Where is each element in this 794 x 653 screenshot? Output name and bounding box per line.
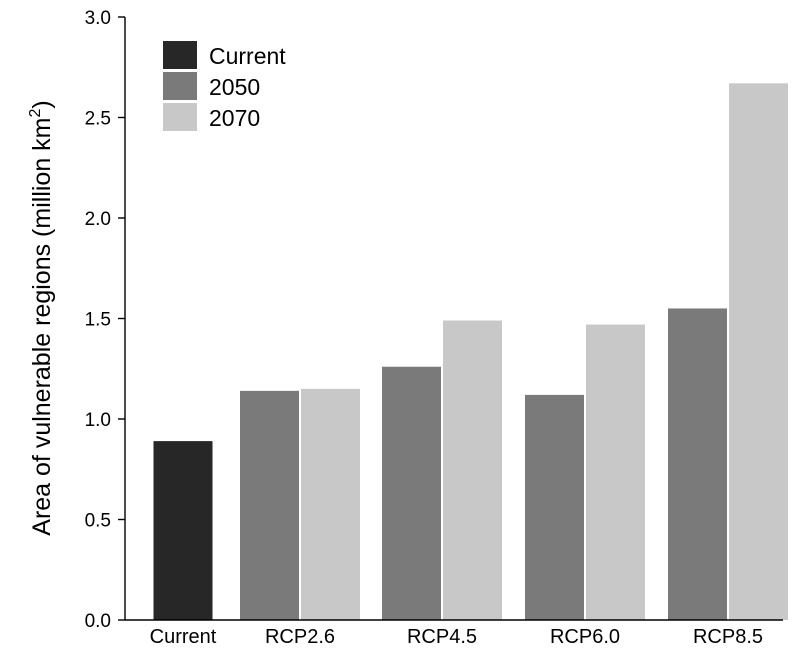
legend: Current 2050 2070 [163,41,286,131]
y-tick-label: 1.0 [85,410,111,431]
y-axis-label: Area of vulnerable regions (million km2) [27,100,56,535]
y-tick-label: 1.5 [85,310,111,331]
legend-swatch-current [163,41,197,69]
bar-rcp60-2070 [586,324,645,620]
x-tick-label: RCP6.0 [550,626,620,648]
bar-rcp60-2050 [525,394,584,620]
bar-rcp85-2070 [729,83,788,620]
bar-rcp26-2050 [240,390,299,620]
legend-swatch-2050 [163,72,197,100]
bars [153,83,788,620]
y-tick-label: 2.5 [85,109,111,130]
y-tick-label: 0.0 [85,611,111,632]
bar-rcp45-2070 [443,320,502,620]
x-axis-tick-labels: Current RCP2.6 RCP4.5 RCP6.0 RCP8.5 [150,626,763,648]
x-tick-label: RCP4.5 [407,626,477,648]
bar-current-current [153,441,213,620]
legend-label-2070: 2070 [209,105,260,131]
x-tick-label: RCP2.6 [265,626,335,648]
y-tick-label: 2.0 [85,209,111,230]
x-tick-label: RCP8.5 [693,626,763,648]
bar-rcp45-2050 [382,366,441,620]
legend-label-current: Current [209,43,286,69]
y-axis-title-superscript: 2 [27,108,44,117]
y-tick-label: 3.0 [85,8,111,29]
x-tick-label: Current [150,626,217,648]
y-axis-title-end: ) [28,100,56,108]
y-axis-title-main: Area of vulnerable regions (million km [28,117,56,535]
y-tick-label: 0.5 [85,511,111,532]
y-axis-title: Area of vulnerable regions (million km2) [27,100,56,535]
legend-swatch-2070 [163,103,197,131]
axes [124,17,783,621]
y-axis-ticks: 0.0 0.5 1.0 1.5 2.0 2.5 3.0 [85,8,125,632]
bar-rcp26-2070 [301,388,360,620]
bar-rcp85-2050 [668,308,727,620]
legend-label-2050: 2050 [209,74,260,100]
